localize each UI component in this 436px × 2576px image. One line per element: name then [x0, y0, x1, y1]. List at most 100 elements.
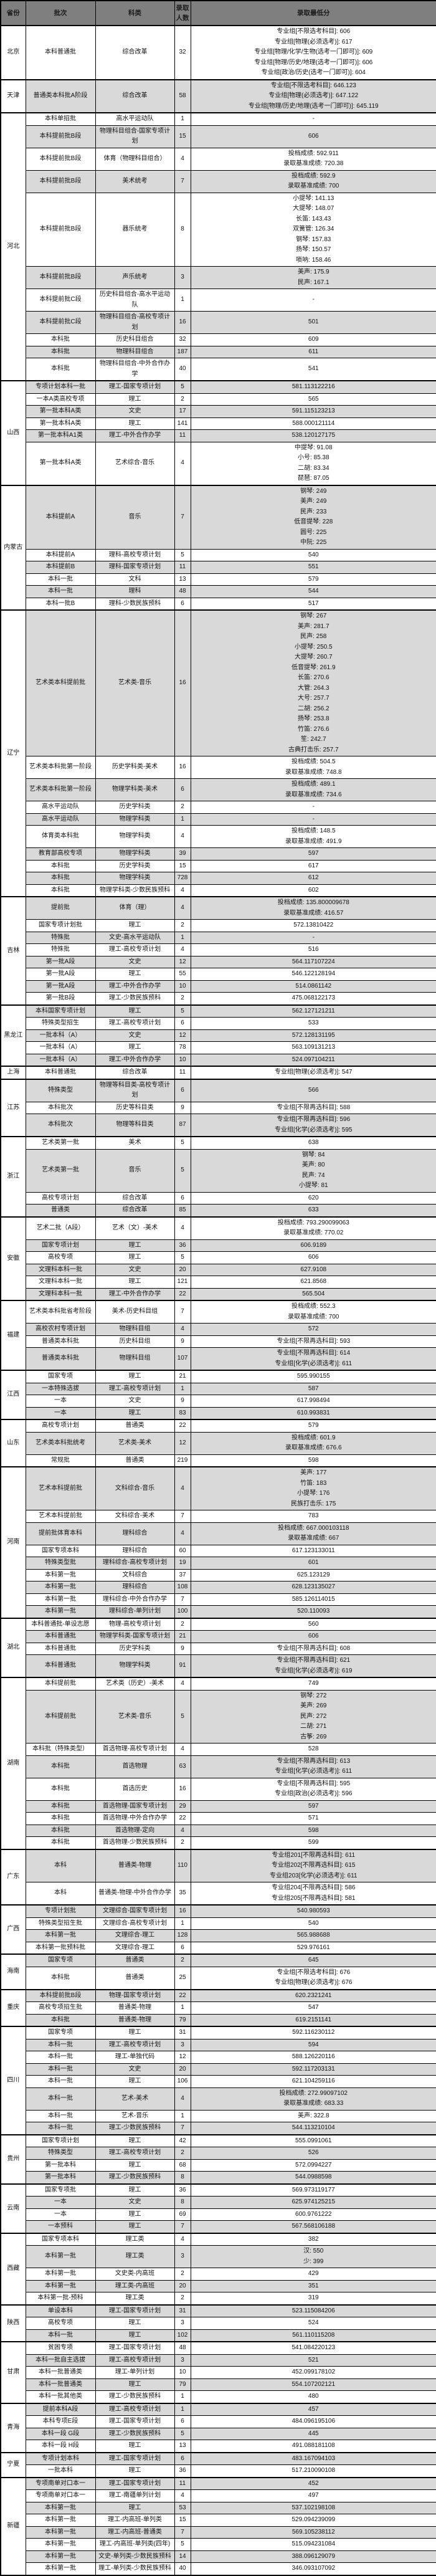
count-cell: 13 [174, 573, 191, 586]
score-line: 民声: 167.1 [297, 279, 329, 286]
category-cell: 理工-中外合作办学 [95, 1053, 175, 1067]
score-line: 606 [308, 1633, 319, 1639]
min-score-cell: 610.993831 [190, 1406, 436, 1420]
count-cell: 16 [174, 1777, 191, 1801]
min-score-cell: 598 [190, 1824, 436, 1837]
count-cell: 17 [174, 405, 191, 418]
category-cell: 历史科目组合-高水平运动队 [95, 289, 175, 312]
batch-cell: 本科批（特殊类型） [25, 1743, 96, 1756]
category-cell: 艺术-音乐 [95, 2109, 175, 2122]
province-name-cell: 青海 [0, 2402, 26, 2453]
min-score-cell: 524 [190, 2317, 436, 2330]
category-cell: 物理科目组合-中外合作办学 [95, 358, 175, 381]
category-cell: 理工 [95, 2134, 175, 2147]
batch-cell: 第一批A段 [25, 955, 96, 968]
score-line: 美声: 80 [301, 1162, 325, 1168]
category-cell: 文科综合-音乐 [95, 1466, 175, 1510]
min-score-cell: 投档成绩: 148.5 录取基准成绩: 491.9 [190, 825, 436, 848]
table-row: 教育部高校专项 物理学科类 39 597 [1, 847, 436, 861]
category-cell: 美术-历史科目组 [95, 1300, 175, 1324]
table-row: 专项南单对口本一 理工-南疆单列计划 4 497 [1, 2489, 436, 2502]
score-line: 524.097104211 [291, 1056, 335, 1063]
category-cell: 艺术（文）-美术 [95, 1216, 175, 1240]
batch-cell: 艺术类本科批第一阶段 [25, 778, 96, 801]
batch-cell: 国家专项本科 [25, 1544, 96, 1557]
table-row: 广西 专项计划批 文理综合-国家专项计划 16 540.980593 [0, 1904, 436, 1955]
count-cell: 42 [174, 2134, 191, 2147]
count-cell: 7 [174, 1300, 191, 1324]
category-cell: 理科-高校专项计划 [95, 548, 175, 561]
table-row: 特殊批 文史-高水平运动队 1 - [1, 931, 436, 944]
count-cell: 1 [174, 2390, 191, 2403]
min-score-cell: 621.104259116 [190, 2075, 436, 2088]
province-name-cell: 广西 [0, 1904, 26, 1955]
table-row: 文理科本科一批 理工-中外合作办学 22 565.504 [1, 1287, 436, 1301]
category-cell: 首选物理-定向 [95, 1824, 175, 1837]
score-line: 598 [308, 1456, 319, 1464]
batch-cell: 本科第一批 [25, 2501, 96, 2514]
category-cell: 高水平运动队 [95, 112, 175, 126]
table-row: 本科批 普通类-物理 79 619.2151141 [1, 2013, 436, 2027]
table-row: 高校专项招生批 普通类-物理 1 547 [1, 2001, 436, 2015]
score-line: 中提琴: 91.08 [294, 444, 333, 451]
batch-cell: 专项计划本科 [25, 2451, 96, 2465]
min-score-cell: 388.096129079 [190, 2550, 436, 2563]
table-row: 本科第一批 理工 53 537.102198108 [1, 2501, 436, 2514]
score-line: 民声: 272 [300, 1712, 327, 1720]
min-score-cell: 投档成绩: 135.800009678 录取基准成绩: 416.57 [190, 896, 436, 920]
category-cell: 理工类 [95, 2292, 175, 2305]
batch-cell: 国家专项计划 [25, 2134, 96, 2147]
table-row: 艺术类第一批 音乐 5 钢琴: 84 美声: 80 民声: 74 小提琴: 81 [1, 1148, 436, 1193]
category-cell: 理科-少数民族预科 [95, 597, 175, 611]
count-cell: 141 [174, 417, 191, 430]
batch-cell: 一本 [25, 1406, 96, 1420]
table-row: 上海 本科普通批 综合改革 11 专业组[物理(必须选考)]: 547 [0, 1066, 436, 1080]
batch-cell: 本科第一批 [25, 2279, 96, 2292]
score-line: 555.0991061 [295, 2137, 332, 2144]
table-row: 第一批本科A1类 理工-中外合作办学 11 538.120127175 [1, 429, 436, 442]
score-line: 544.0988598 [295, 2173, 332, 2180]
min-score-cell: 645 [190, 1953, 436, 1967]
count-cell: 11 [174, 1066, 191, 1079]
category-cell: 理工-高校专项计划 [95, 2147, 175, 2160]
count-cell: 60 [174, 1544, 191, 1557]
score-line: 569.105238112 [291, 2528, 335, 2535]
count-cell: 1 [174, 2109, 191, 2122]
category-cell: 理科综合-高校专项计划 [95, 1557, 175, 1570]
min-score-cell: 351 [190, 2279, 436, 2292]
min-score-cell: 专业组[不限再选科目]: 613 专业组[化学(必须选考)]: 611 [190, 1755, 436, 1778]
batch-cell: 本科一批其他类 [25, 2390, 96, 2403]
category-cell: 理工 [95, 2183, 175, 2197]
count-cell: 16 [174, 1904, 191, 1918]
category-cell: 理工 [95, 2208, 175, 2221]
score-line: 597 [308, 1802, 319, 1810]
batch-cell: 普通类本科批 [25, 1335, 96, 1348]
score-line: 617.123133011 [291, 1547, 335, 1554]
batch-cell: 艺术类第一批 [25, 1148, 96, 1193]
batch-cell: 本科批 [25, 358, 96, 381]
score-line: 投档成绩: 601.9 [291, 1434, 336, 1441]
score-line: 597 [308, 850, 319, 857]
score-line: 专业组[化学(必须选考)]: 595 [275, 1126, 353, 1133]
category-cell: 普通类-物理-中外合作办学 [95, 1882, 175, 1906]
count-cell: 1 [174, 2402, 191, 2416]
category-cell: 艺术类（历史）-美术 [95, 1677, 175, 1691]
table-row: 本科批次 物理等科目类 87 专业组[不限再选科目]: 596 专业组[化学(必须选考)… [1, 1114, 436, 1137]
score-line: - [312, 115, 315, 122]
min-score-cell: 投档成绩: 667.000103118 录取基准成绩: 667 [190, 1522, 436, 1545]
table-row: 本科一批 理工-高校专项计划 3 594 [1, 2038, 436, 2051]
count-cell: 36 [174, 2183, 191, 2197]
score-line: 专业组[不限再选科目]: 621 [277, 1657, 351, 1664]
batch-cell: 第一批本科 [25, 2171, 96, 2184]
score-line: 小号: 85.38 [297, 454, 329, 461]
batch-cell: 艺术本科提前批 [25, 1466, 96, 1510]
min-score-cell: 617.998494 [190, 1395, 436, 1408]
count-cell: 9 [174, 1101, 191, 1114]
min-score-cell: 561.110115208 [190, 2329, 436, 2342]
category-cell: 理工 [95, 393, 175, 406]
count-cell: 22 [174, 1419, 191, 1433]
score-line: 606 [308, 1254, 319, 1261]
min-score-cell: 专业组[不限再选科目]: 588 [190, 1101, 436, 1114]
table-row: 第一批A段 理工-中外合作办学 10 514.0861142 [1, 980, 436, 993]
